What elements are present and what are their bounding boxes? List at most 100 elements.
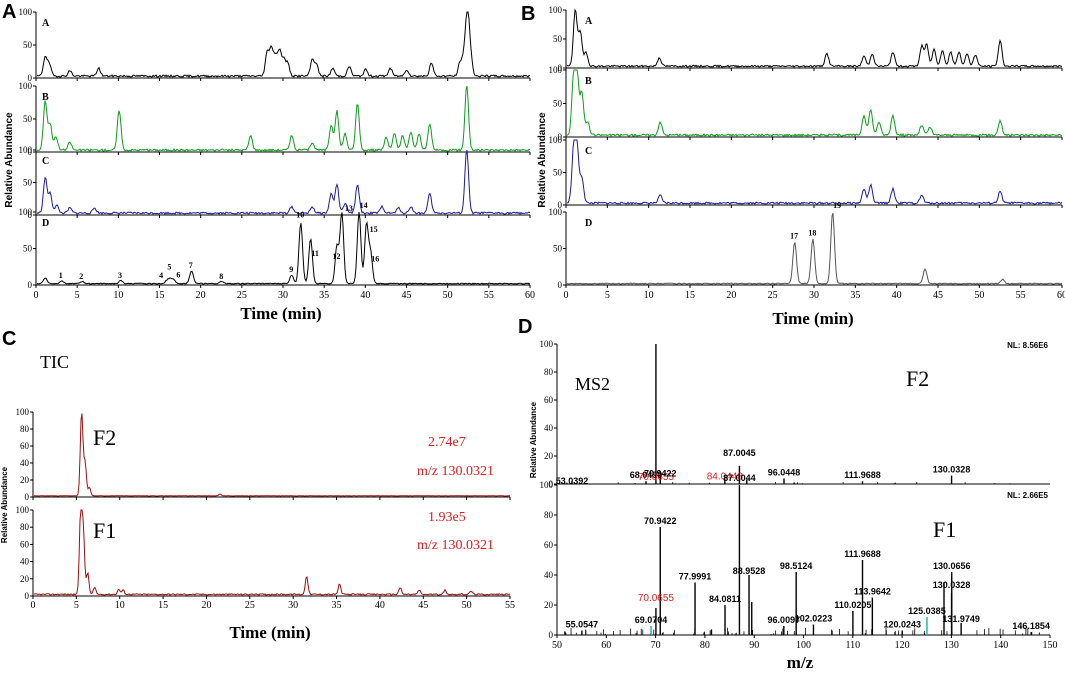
panel-a-ylabel: Relative Abundance <box>4 112 15 208</box>
xtick-label: 25 <box>768 290 778 301</box>
trace-label-c: C <box>42 156 49 167</box>
xtick-label: 45 <box>933 290 943 301</box>
ms-peak-label: 111.9688 <box>844 549 881 559</box>
c-ytick-label: 20 <box>20 475 30 485</box>
panel-a-xlabel: Time (min) <box>240 304 321 323</box>
d-xtick-label: 50 <box>552 640 562 651</box>
c-ytick-label: 20 <box>20 574 30 584</box>
ms-peak-label: 55.0547 <box>566 620 599 630</box>
c-ytick-label: 40 <box>20 458 30 468</box>
d-ytick-label: 80 <box>544 367 554 377</box>
ytick-label: 100 <box>549 135 563 145</box>
ms-peak-label: 96.0097 <box>768 615 801 625</box>
trace-label-a: A <box>42 18 50 29</box>
tic-trace-f1 <box>33 509 511 596</box>
ms-peak-label: 96.0448 <box>768 467 801 477</box>
panel-c-title: TIC <box>40 352 69 372</box>
xtick-label: 20 <box>196 290 206 301</box>
d-ytick-label: 100 <box>540 339 554 349</box>
peak-label: 14 <box>360 201 368 210</box>
panel-label-b: B <box>521 3 535 25</box>
panel-label-a: A <box>2 1 16 23</box>
panel-d-xlabel: m/z <box>787 653 814 672</box>
panel-d-f2-nl: NL: 8.56E6 <box>1007 341 1048 350</box>
peak-label: 13 <box>345 204 353 213</box>
peak-label: 11 <box>311 249 319 258</box>
d-ytick-label: 60 <box>544 540 554 550</box>
d-ytick-label: 40 <box>544 570 554 580</box>
ytick-label: 50 <box>553 34 563 44</box>
xtick-label: 50 <box>974 290 984 301</box>
peak-label: 12 <box>333 252 341 261</box>
trace-label-c: C <box>585 146 592 157</box>
peak-label: 15 <box>370 225 378 234</box>
c-xtick-label: 30 <box>288 600 298 611</box>
peak-label: 19 <box>833 201 841 210</box>
xtick-label: 5 <box>75 290 80 301</box>
panel-c-f2-intensity: 2.74e7 <box>428 435 466 450</box>
panel-b-xlabel: Time (min) <box>772 309 853 328</box>
c-xtick-label: 20 <box>201 600 211 611</box>
ms-peak-label: 130.0328 <box>933 580 971 590</box>
c-ytick-label: 80 <box>20 424 30 434</box>
ms-peak-label: 87.0044 <box>723 473 756 483</box>
ytick-label: 100 <box>549 65 563 75</box>
tic-trace-f2 <box>34 413 511 497</box>
ms-peak-label: 113.9642 <box>854 587 891 597</box>
panel-b-chromatograms: 0 50 100 A 0 50 100 B 0 50 100 C 0 50 100 D 0 5 10 15 20 25 30… <box>549 5 1065 301</box>
c-xtick-label: 50 <box>462 600 472 611</box>
trace-c <box>566 139 1063 205</box>
d-ytick-label: 20 <box>544 600 554 610</box>
ms-peak-label: 70.0655 <box>638 593 675 604</box>
panel-c-xlabel: Time (min) <box>229 623 310 642</box>
d-xtick-label: 110 <box>845 640 860 651</box>
ms-peak-label: 88.9528 <box>733 566 766 576</box>
xtick-label: 10 <box>113 290 123 301</box>
ytick-label: 0 <box>28 147 33 157</box>
trace-d <box>36 211 531 285</box>
ms-peak-label: 98.5124 <box>780 561 813 571</box>
panel-c-f2-label: F2 <box>93 425 116 450</box>
xtick-label: 60 <box>1057 290 1065 301</box>
d-ytick-label: 0 <box>549 479 554 489</box>
trace-label-d: D <box>585 218 592 229</box>
xtick-label: 15 <box>155 290 165 301</box>
d-xtick-label: 60 <box>601 640 611 651</box>
d-ytick-label: 80 <box>544 510 554 520</box>
c-ytick-label: 80 <box>20 522 30 532</box>
d-xtick-label: 120 <box>895 640 910 651</box>
d-xtick-label: 80 <box>700 640 710 651</box>
ms-peak-label: 110.0205 <box>834 600 871 610</box>
c-ytick-label: 100 <box>16 407 30 417</box>
trace-label-b: B <box>585 76 592 87</box>
d-xtick-label: 70 <box>651 640 661 651</box>
ms-peak-label: 84.0811 <box>709 594 741 604</box>
xtick-label: 45 <box>402 290 412 301</box>
d-ytick-label: 20 <box>544 451 554 461</box>
ms-peak-label: 68.0499 <box>630 470 663 480</box>
ms-peak-label: 102.0223 <box>795 614 833 624</box>
trace-b <box>566 69 1063 138</box>
c-xtick-label: 15 <box>158 600 168 611</box>
ytick-label: 0 <box>558 132 563 142</box>
trace-label-a: A <box>585 16 593 27</box>
peak-label: 10 <box>296 210 304 219</box>
ytick-label: 100 <box>19 7 33 17</box>
c-ytick-label: 0 <box>25 492 30 502</box>
panel-d-f2-label: F2 <box>906 366 929 391</box>
c-xtick-label: 10 <box>115 600 125 611</box>
xtick-label: 30 <box>809 290 819 301</box>
ms-peak-label: 111.9688 <box>844 470 881 480</box>
trace-label-d: D <box>42 218 49 229</box>
peak-label: 16 <box>371 254 379 263</box>
peak-label: 1 <box>59 271 63 280</box>
ms-peak-label: 70.9422 <box>644 516 677 526</box>
d-xtick-label: 100 <box>796 640 811 651</box>
d-ytick-label: 40 <box>544 423 554 433</box>
xtick-label: 15 <box>685 290 695 301</box>
panel-label-d: D <box>518 316 532 338</box>
ytick-label: 100 <box>19 207 33 217</box>
peak-label: 9 <box>289 265 293 274</box>
